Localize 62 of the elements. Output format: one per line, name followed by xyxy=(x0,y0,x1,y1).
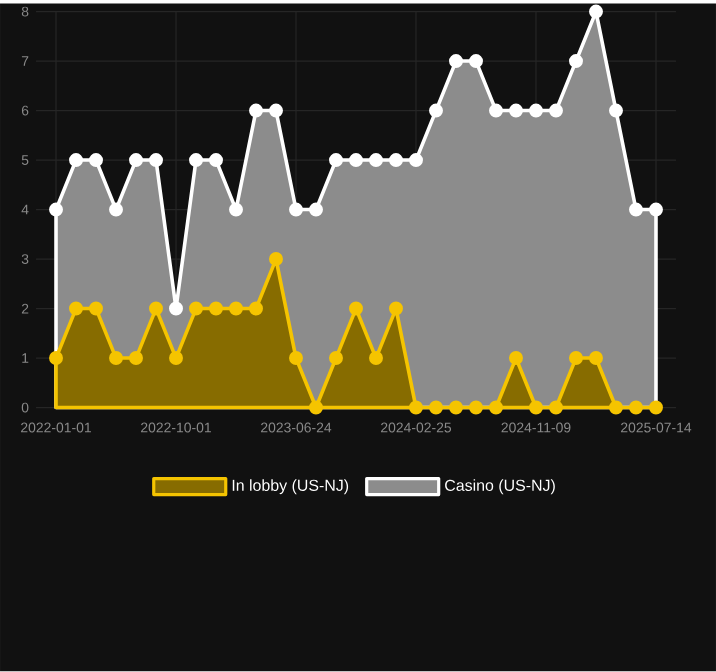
point xyxy=(149,301,163,316)
point xyxy=(229,202,243,217)
point xyxy=(289,351,303,366)
point xyxy=(209,153,223,168)
point xyxy=(649,400,663,415)
point xyxy=(109,351,123,366)
point xyxy=(289,202,303,217)
point xyxy=(549,103,563,118)
point xyxy=(69,153,83,168)
point xyxy=(69,301,83,316)
point xyxy=(469,400,483,415)
point xyxy=(169,301,183,316)
point xyxy=(509,103,523,118)
point xyxy=(489,103,503,118)
point xyxy=(349,301,363,316)
point xyxy=(569,54,583,69)
point xyxy=(509,351,523,366)
point xyxy=(429,103,443,118)
point xyxy=(449,400,463,415)
point xyxy=(409,400,423,415)
point xyxy=(569,351,583,366)
point xyxy=(249,301,263,316)
point xyxy=(129,153,143,168)
point xyxy=(529,400,543,415)
point xyxy=(469,54,483,69)
point xyxy=(389,301,403,316)
point xyxy=(89,301,103,316)
point xyxy=(389,153,403,168)
point xyxy=(369,153,383,168)
point xyxy=(649,202,663,217)
point xyxy=(549,400,563,415)
point xyxy=(409,153,423,168)
point xyxy=(249,103,263,118)
point xyxy=(529,103,543,118)
point xyxy=(269,252,283,267)
point xyxy=(49,202,63,217)
point xyxy=(109,202,123,217)
point xyxy=(349,153,363,168)
point xyxy=(609,400,623,415)
point xyxy=(89,153,103,168)
point xyxy=(629,400,643,415)
point xyxy=(149,153,163,168)
point xyxy=(49,351,63,366)
point xyxy=(609,103,623,118)
point xyxy=(429,400,443,415)
point xyxy=(589,4,603,19)
point xyxy=(229,301,243,316)
point xyxy=(329,153,343,168)
point xyxy=(329,351,343,366)
point xyxy=(369,351,383,366)
point xyxy=(169,351,183,366)
point xyxy=(489,400,503,415)
point xyxy=(449,54,463,69)
point xyxy=(189,153,203,168)
point xyxy=(589,351,603,366)
point xyxy=(309,202,323,217)
point xyxy=(129,351,143,366)
point xyxy=(269,103,283,118)
point xyxy=(309,400,323,415)
point xyxy=(629,202,643,217)
point xyxy=(189,301,203,316)
point xyxy=(209,301,223,316)
